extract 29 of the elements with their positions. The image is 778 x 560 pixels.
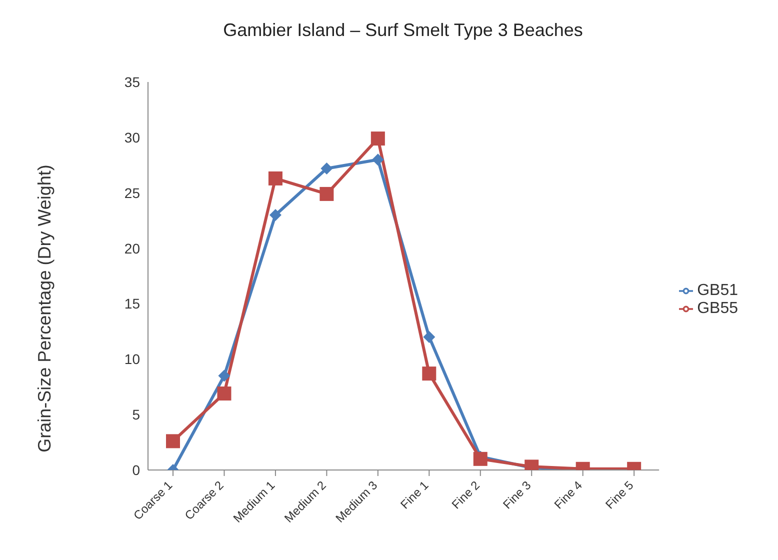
point [370,132,385,146]
chart-title: Gambier Island – Surf Smelt Type 3 Beaches [222,19,584,42]
point [320,186,334,201]
point [218,370,230,382]
point [166,434,180,448]
y-tick-label: 5 [132,406,140,423]
y-tick-label: 20 [124,240,140,256]
point [372,154,384,166]
y-tick-label: 10 [124,351,140,368]
point [473,452,488,466]
y-tick-label: 25 [124,184,140,201]
x-tick-label: Fine 5 [602,478,636,512]
x-tick-label: Fine 2 [449,478,483,512]
y-tick-label: 0 [132,462,140,478]
point [269,209,282,222]
x-tick-label: Fine 1 [398,478,432,512]
point [422,366,436,381]
legend-label: GB51 [697,282,738,299]
point [423,330,436,343]
point [268,171,282,186]
y-tick-label: 30 [124,129,140,146]
y-tick-label: 35 [124,74,140,90]
y-tick-label: 15 [124,296,140,312]
point [320,162,333,174]
x-tick-label: Fine 3 [500,478,534,512]
legend-label: GB55 [697,300,738,317]
x-tick-label: Fine 4 [551,478,586,512]
y-axis-title: Grain-Size Percentage (Dry Weight) [34,164,56,452]
point [217,386,232,401]
